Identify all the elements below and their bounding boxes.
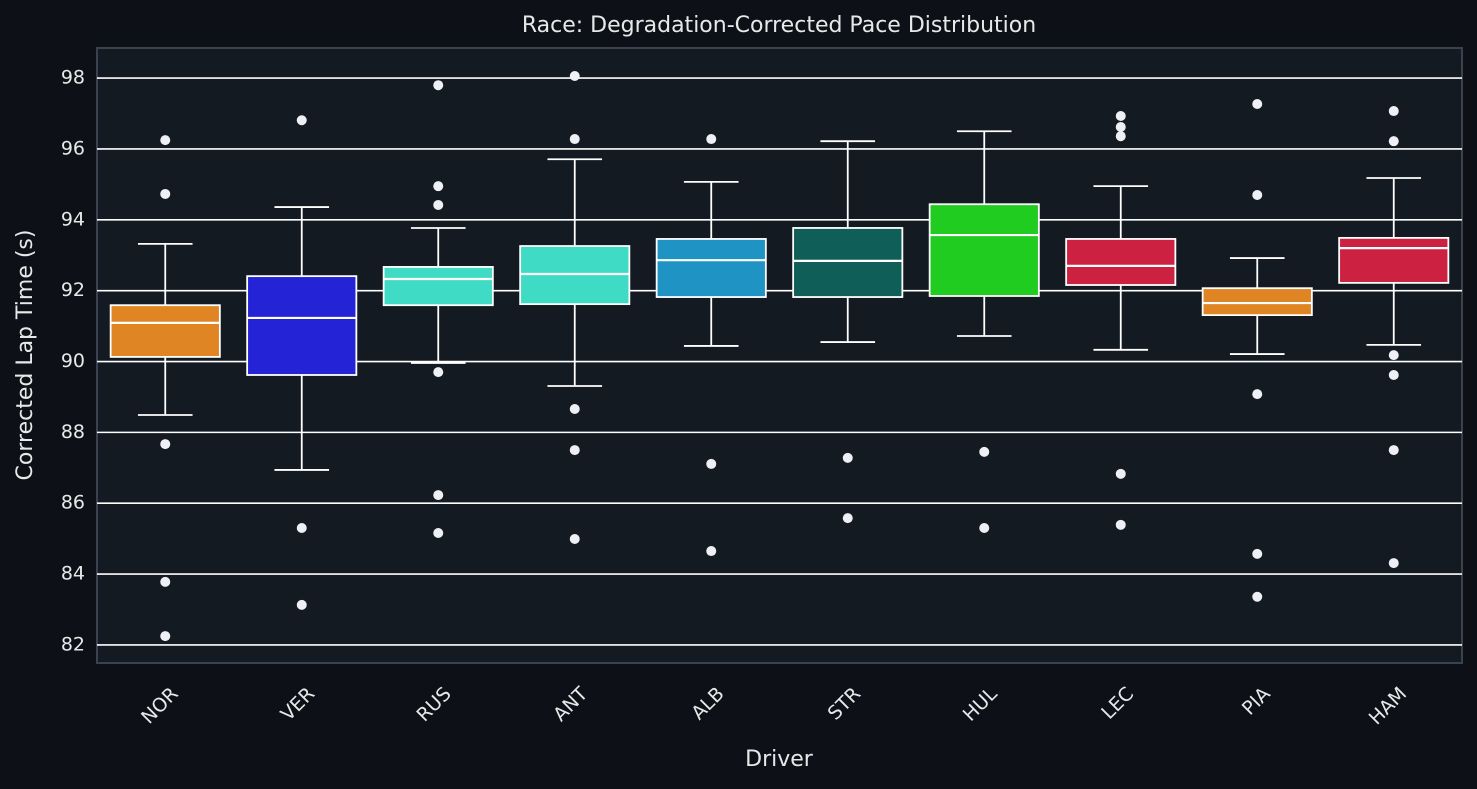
box [246,275,358,376]
outlier [1388,106,1399,117]
outlier [979,523,990,534]
x-tick-label: PIA [1238,683,1275,720]
box [928,203,1040,297]
outlier [296,599,307,610]
x-tick-label: LEC [1097,683,1138,724]
outlier [1115,122,1126,133]
x-tick-label: ANT [549,683,592,726]
chart-title: Race: Degradation-Corrected Pace Distrib… [522,13,1036,38]
y-tick-label: 90 [61,350,85,372]
outlier [160,188,171,199]
outlier [1115,131,1126,142]
y-tick-label: 84 [61,563,85,585]
outlier [160,439,171,450]
outlier [160,631,171,642]
outlier [433,490,444,501]
box [1338,236,1450,284]
outlier [569,403,580,414]
x-tick-label: RUS [412,683,455,726]
outlier [1252,98,1263,109]
outlier [706,546,717,557]
box [382,266,494,307]
outlier [433,527,444,538]
box [109,304,221,358]
outlier [1388,350,1399,361]
outlier [1252,591,1263,602]
x-tick-label: STR [824,683,866,725]
outlier [1252,190,1263,201]
box [655,238,767,298]
outlier [706,134,717,145]
outlier [1252,548,1263,559]
outlier [1115,519,1126,530]
y-tick-label: 86 [61,492,85,514]
x-axis-label: Driver [745,747,814,772]
x-tick-label: NOR [137,683,183,729]
outlier [296,115,307,126]
outlier [1115,468,1126,479]
x-tick-label: ALB [687,683,728,724]
y-tick-label: 88 [61,421,85,443]
outlier [433,181,444,192]
outlier [842,513,853,524]
y-tick-label: 98 [61,67,85,89]
outlier [979,446,990,457]
x-tick-label: HAM [1365,683,1411,729]
box [1065,238,1177,286]
box [792,227,904,298]
x-tick-label: HUL [959,683,1002,726]
outlier [842,452,853,463]
y-axis-label: Corrected Lap Time (s) [13,230,38,481]
outlier [1388,369,1399,380]
box [1201,287,1313,317]
outlier [160,576,171,587]
outlier [569,70,580,81]
outlier [433,367,444,378]
outlier [1388,445,1399,456]
y-tick-label: 82 [61,633,85,655]
outlier [1115,111,1126,122]
outlier [160,135,171,146]
outlier [569,534,580,545]
outlier [706,458,717,469]
outlier [296,523,307,534]
x-tick-label: VER [277,683,320,726]
y-tick-label: 96 [61,137,85,159]
outlier [433,80,444,91]
y-tick-label: 92 [61,279,85,301]
outlier [1252,389,1263,400]
outlier [1388,136,1399,147]
outlier [1388,558,1399,569]
y-tick-label: 94 [61,208,85,230]
outlier [569,445,580,456]
outlier [433,199,444,210]
outlier [569,134,580,145]
